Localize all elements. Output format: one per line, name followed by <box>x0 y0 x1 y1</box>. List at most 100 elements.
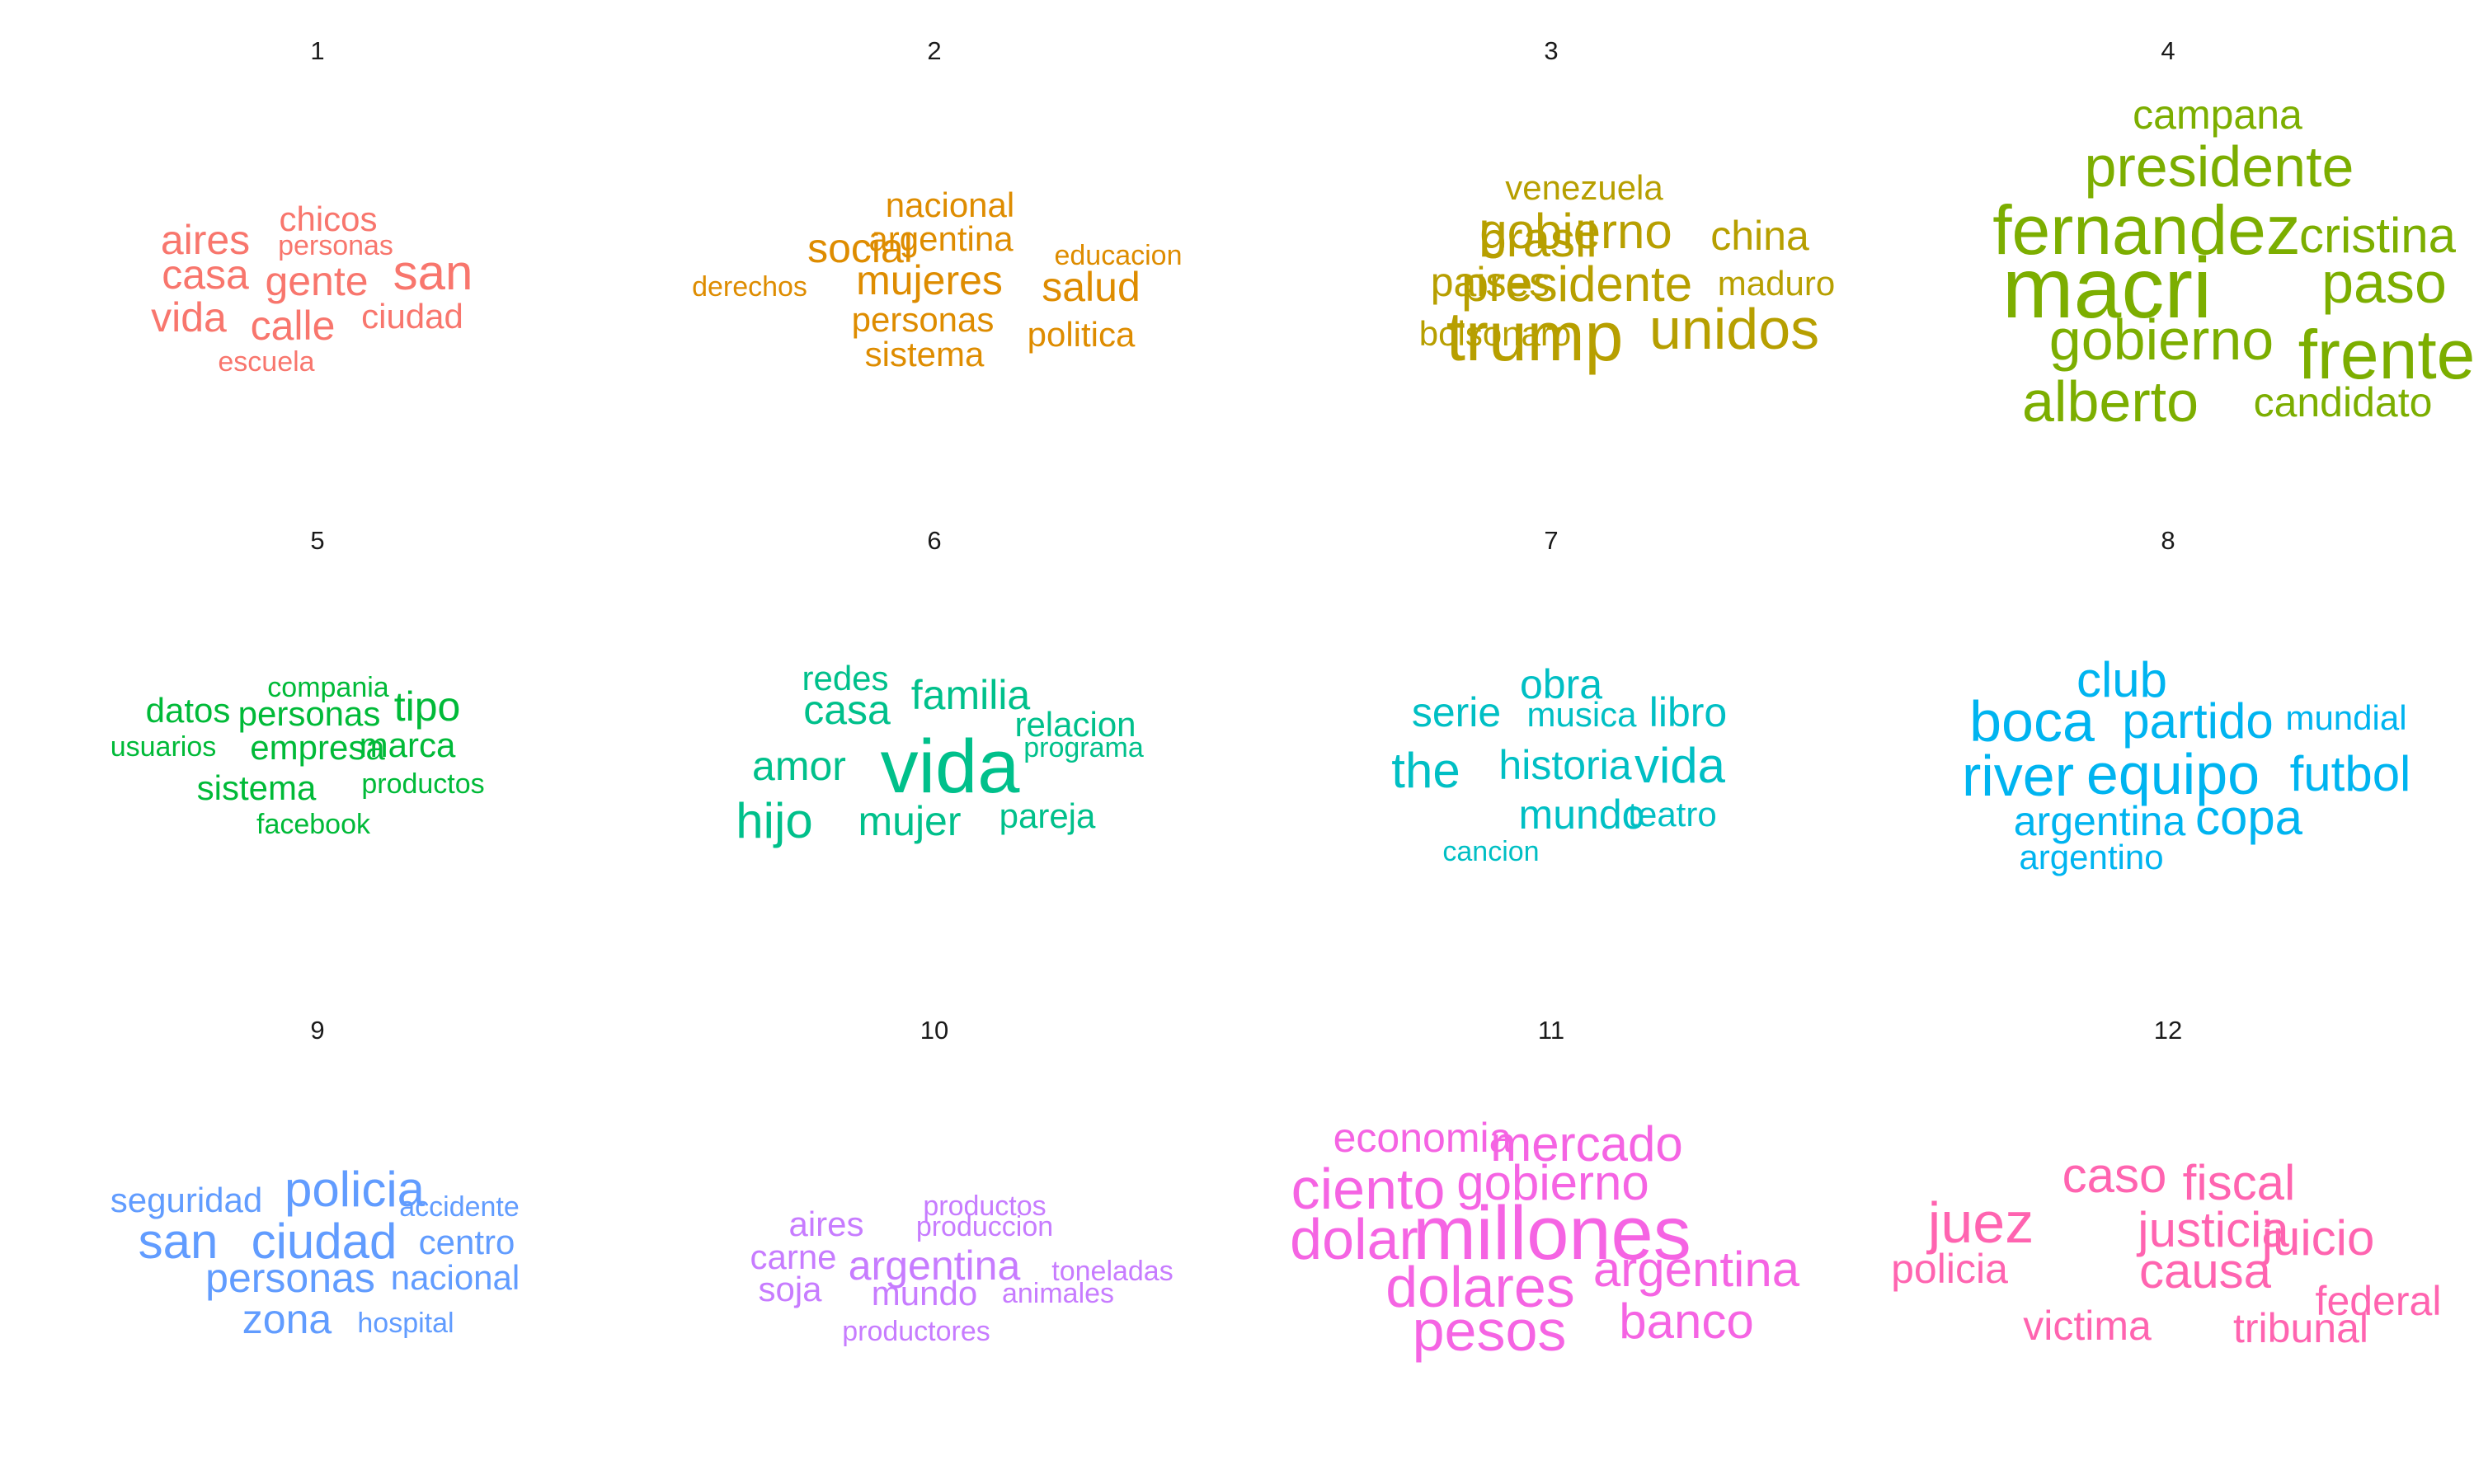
cloud-word: ciento <box>1291 1157 1446 1221</box>
cloud-word: carne <box>750 1237 837 1276</box>
panel-title: 8 <box>2161 526 2175 555</box>
cloud-word: mundial <box>2285 698 2407 737</box>
cloud-word: river <box>1961 744 2075 808</box>
cloud-word: centro <box>418 1223 515 1261</box>
cloud-word: compania <box>267 672 389 703</box>
cloud-word: justicia <box>2138 1202 2289 1257</box>
cloud-word: mundo <box>871 1274 978 1313</box>
cloud-word: escuela <box>218 346 315 378</box>
cloud-word: ciudad <box>251 1214 397 1269</box>
cloud-word: campana <box>2133 92 2302 138</box>
cloud-word: seguridad <box>110 1181 263 1219</box>
cloud-word: facebook <box>256 809 370 840</box>
cloud-word: gobierno <box>2048 308 2274 372</box>
cloud-word: futbol <box>2289 746 2411 801</box>
cloud-word: unidos <box>1649 297 1820 361</box>
cloud-word: obra <box>1519 661 1603 707</box>
cloud-word: candidato <box>2253 379 2433 425</box>
cloud-word: policia <box>1891 1246 2008 1292</box>
cloud-word: san <box>138 1214 219 1269</box>
cloud-word: presidente <box>1460 256 1693 312</box>
cloud-word: programa <box>1023 732 1144 763</box>
cloud-word: chicos <box>279 200 378 238</box>
cloud-word: mujer <box>858 798 962 844</box>
cloud-word: produccion <box>915 1211 1054 1242</box>
cloud-word: calle <box>250 303 336 349</box>
cloud-word: politica <box>1027 315 1136 354</box>
cloud-word: economia <box>1333 1115 1512 1161</box>
cloud-word: mujeres <box>856 257 1003 303</box>
cloud-word: vida <box>880 725 1020 809</box>
cloud-word: argentino <box>2019 838 2164 876</box>
cloud-word: banco <box>1619 1294 1754 1349</box>
cloud-word: argentina <box>1592 1242 1800 1297</box>
cloud-word: caso <box>2062 1148 2167 1203</box>
panel-title: 6 <box>927 526 942 555</box>
cloud-word: animales <box>1001 1278 1115 1309</box>
cloud-word: accidente <box>399 1191 520 1223</box>
cloud-word: relacion <box>1014 705 1136 744</box>
cloud-word: familia <box>910 672 1031 718</box>
cloud-word: pesos <box>1412 1298 1567 1363</box>
cloud-word: china <box>1710 213 1809 259</box>
cloud-word: argentina <box>868 219 1014 258</box>
cloud-word: dolares <box>1385 1255 1575 1319</box>
cloud-word: aires <box>788 1205 864 1243</box>
cloud-word: san <box>393 245 473 300</box>
cloud-word: musica <box>1526 695 1637 734</box>
cloud-word: empresa <box>250 728 385 767</box>
cloud-word: cristina <box>2298 208 2457 263</box>
cloud-word: alberto <box>2021 369 2199 434</box>
cloud-word: soja <box>758 1270 822 1308</box>
cloud-word: productores <box>842 1316 990 1347</box>
panel-title: 5 <box>310 526 325 555</box>
panel-title: 11 <box>1537 1016 1565 1045</box>
cloud-word: gobierno <box>1456 1155 1649 1210</box>
cloud-word: hospital <box>357 1308 454 1339</box>
cloud-word: personas <box>278 230 393 261</box>
panel-title: 12 <box>2153 1016 2183 1045</box>
cloud-word: gente <box>265 258 369 304</box>
cloud-word: victima <box>2023 1303 2152 1349</box>
cloud-word: educacion <box>1054 240 1183 271</box>
cloud-word: paises <box>1430 259 1550 305</box>
cloud-word: redes <box>802 659 889 697</box>
cloud-word: mercado <box>1490 1116 1683 1172</box>
cloud-word: club <box>2076 652 2168 707</box>
cloud-word: frente <box>2298 316 2474 393</box>
panel-title: 3 <box>1544 36 1559 65</box>
cloud-word: historia <box>1498 742 1632 788</box>
cloud-word: usuarios <box>110 731 217 763</box>
panel-title: 9 <box>310 1016 325 1045</box>
cloud-word: trump <box>1446 298 1624 375</box>
panel-title: 2 <box>927 36 942 65</box>
cloud-word: toneladas <box>1051 1256 1174 1287</box>
cloud-word: maduro <box>1717 264 1836 303</box>
cloud-word: zona <box>242 1296 332 1342</box>
cloud-word: aires <box>160 217 251 263</box>
cloud-word: teatro <box>1628 795 1717 834</box>
cloud-word: personas <box>205 1255 375 1301</box>
cloud-word: social <box>807 225 913 271</box>
cloud-word: bolsonaro <box>1418 314 1572 353</box>
cloud-word: hijo <box>736 793 813 848</box>
cloud-word: tipo <box>393 683 461 730</box>
cloud-word: the <box>1391 743 1460 798</box>
cloud-word: nacional <box>390 1258 520 1297</box>
cloud-word: dolar <box>1290 1207 1418 1271</box>
cloud-word: tribunal <box>2233 1305 2368 1351</box>
cloud-word: ciudad <box>361 297 463 336</box>
cloud-word: venezuela <box>1505 168 1663 207</box>
cloud-word: casa <box>162 251 249 298</box>
cloud-word: cancion <box>1442 836 1540 867</box>
cloud-word: amor <box>752 743 846 789</box>
cloud-word: nacional <box>885 186 1015 224</box>
cloud-word: causa <box>2138 1243 2272 1298</box>
cloud-word: brasil <box>1479 212 1597 267</box>
cloud-word: productos <box>923 1190 1047 1222</box>
cloud-word: presidente <box>2084 134 2354 199</box>
panel-title: 1 <box>310 36 325 65</box>
cloud-word: juez <box>1927 1190 2034 1255</box>
cloud-word: sistema <box>864 335 985 373</box>
